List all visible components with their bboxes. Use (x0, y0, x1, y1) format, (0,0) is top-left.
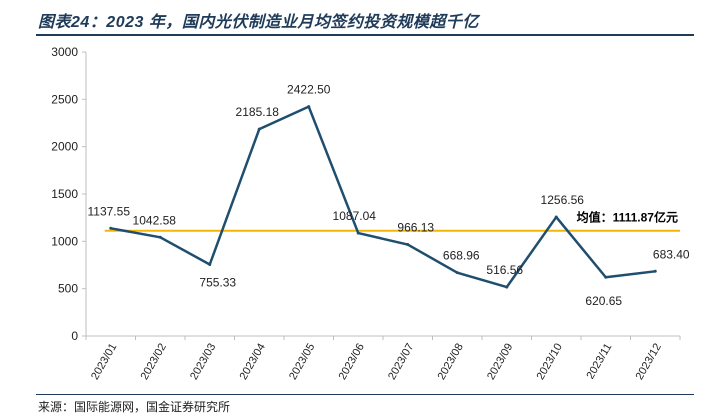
y-tick-label: 500 (58, 282, 78, 296)
source-note: 来源：国际能源网，国金证券研究所 (38, 400, 231, 414)
x-tick-label: 2023/02 (139, 342, 169, 382)
x-tick-label: 2023/07 (386, 342, 416, 382)
y-tick-label: 1500 (51, 187, 78, 201)
data-point (158, 235, 162, 239)
data-label: 620.65 (585, 294, 622, 308)
data-point (406, 243, 410, 247)
x-tick-label: 2023/08 (436, 342, 466, 382)
data-point (455, 271, 459, 275)
x-tick-label: 2023/11 (584, 342, 614, 382)
data-point (109, 226, 113, 230)
y-tick-label: 2000 (51, 140, 78, 154)
x-tick-label: 2023/06 (337, 342, 367, 382)
data-label: 2422.50 (287, 83, 331, 97)
title-divider (36, 34, 694, 36)
source-divider (36, 394, 694, 395)
data-point (505, 285, 509, 289)
series-group (109, 105, 657, 289)
data-point (653, 269, 657, 273)
data-point (307, 105, 311, 109)
y-tick-label: 0 (71, 329, 78, 343)
chart-title: 图表24：2023 年，国内光伏制造业月均签约投资规模超千亿 (38, 14, 479, 31)
data-label: 516.56 (486, 263, 523, 277)
data-point (554, 215, 558, 219)
x-tick-label: 2023/04 (238, 342, 268, 382)
data-point (257, 127, 261, 131)
y-tick-label: 1000 (51, 234, 78, 248)
series-line (110, 105, 656, 289)
x-axis: 2023/01 2023/02 2023/03 2023/04 2023/05 2023/… (85, 335, 681, 382)
data-label: 755.33 (199, 275, 236, 289)
data-label: 1087.04 (333, 209, 377, 223)
average-label: 均值：1111.87亿元 (577, 210, 678, 225)
x-tick-label: 2023/10 (535, 342, 565, 382)
y-tick-label: 2500 (51, 92, 78, 106)
x-tick-label: 2023/01 (89, 342, 119, 382)
y-axis: 0 500 1000 1500 2000 2500 3000 (51, 45, 87, 343)
data-label: 966.13 (397, 221, 434, 235)
x-tick-label: 2023/09 (485, 342, 515, 382)
average-line-group: 均值：1111.87亿元 (104, 210, 680, 232)
x-tick-label: 2023/05 (287, 342, 317, 382)
data-label: 668.96 (443, 249, 480, 263)
y-tick-label: 3000 (51, 45, 78, 59)
data-label: 1042.58 (133, 213, 177, 227)
data-label: 1256.56 (541, 193, 585, 207)
data-point (604, 275, 608, 279)
x-tick-label: 2023/03 (188, 342, 218, 382)
x-tick-label: 2023/12 (634, 342, 664, 382)
data-label: 2185.18 (236, 105, 280, 119)
data-label: 1137.55 (88, 204, 131, 218)
data-label: 683.40 (653, 247, 690, 261)
data-point (208, 262, 212, 266)
data-point (356, 231, 360, 235)
